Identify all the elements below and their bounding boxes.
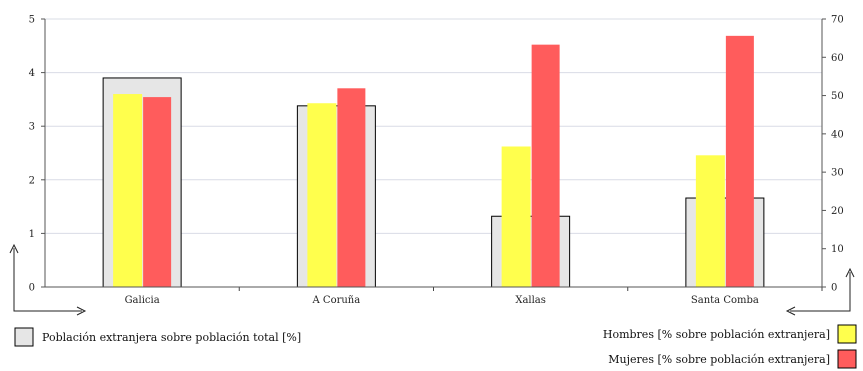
legend-swatch	[837, 324, 857, 344]
bar-women-2	[531, 44, 560, 287]
legend-item-2: Mujeres [% sobre población extranjera]	[608, 349, 857, 369]
right-tick-label: 60	[831, 53, 844, 64]
bar-women-1	[337, 88, 366, 287]
bar-women-3	[725, 35, 754, 287]
left-tick-label: 5	[29, 15, 35, 26]
legend-label: Población extranjera sobre población tot…	[42, 331, 301, 344]
bar-women-0	[143, 97, 172, 287]
legend-label: Mujeres [% sobre población extranjera]	[608, 353, 830, 366]
left-axis-arrow-icon	[9, 243, 87, 316]
bar-men-1	[307, 103, 337, 287]
legend-item-0: Población extranjera sobre población tot…	[14, 327, 301, 347]
left-tick-label: 3	[29, 122, 35, 133]
legend-label: Hombres [% sobre población extranjera]	[603, 328, 830, 341]
bars	[102, 35, 765, 288]
right-tick-label: 10	[831, 244, 844, 255]
legend: Población extranjera sobre población tot…	[14, 324, 857, 369]
bar-men-3	[695, 155, 725, 287]
right-tick-label: 70	[831, 15, 844, 26]
left-tick-label: 0	[29, 283, 35, 294]
category-label-2: Xallas	[515, 295, 546, 306]
legend-swatch	[14, 327, 34, 347]
right-axis-arrow-icon	[785, 267, 855, 316]
category-label-0: Galicia	[125, 295, 160, 306]
right-tick-label: 40	[831, 129, 844, 140]
legend-swatch	[837, 349, 857, 369]
axis-arrows	[9, 243, 855, 316]
right-tick-label: 30	[831, 168, 844, 179]
left-tick-label: 1	[29, 229, 35, 240]
right-tick-label: 0	[831, 283, 837, 294]
category-labels: Galicia A Coruña Xallas Santa Comba	[125, 295, 759, 306]
axes	[41, 18, 826, 291]
left-tick-label: 2	[29, 175, 35, 186]
right-tick-label: 20	[831, 206, 844, 217]
left-tick-label: 4	[29, 68, 35, 79]
category-label-1: A Coruña	[312, 295, 361, 306]
category-label-3: Santa Comba	[691, 295, 759, 306]
right-tick-label: 50	[831, 91, 844, 102]
legend-item-1: Hombres [% sobre población extranjera]	[603, 324, 857, 344]
bar-men-2	[501, 146, 531, 287]
bar-men-0	[113, 94, 143, 287]
